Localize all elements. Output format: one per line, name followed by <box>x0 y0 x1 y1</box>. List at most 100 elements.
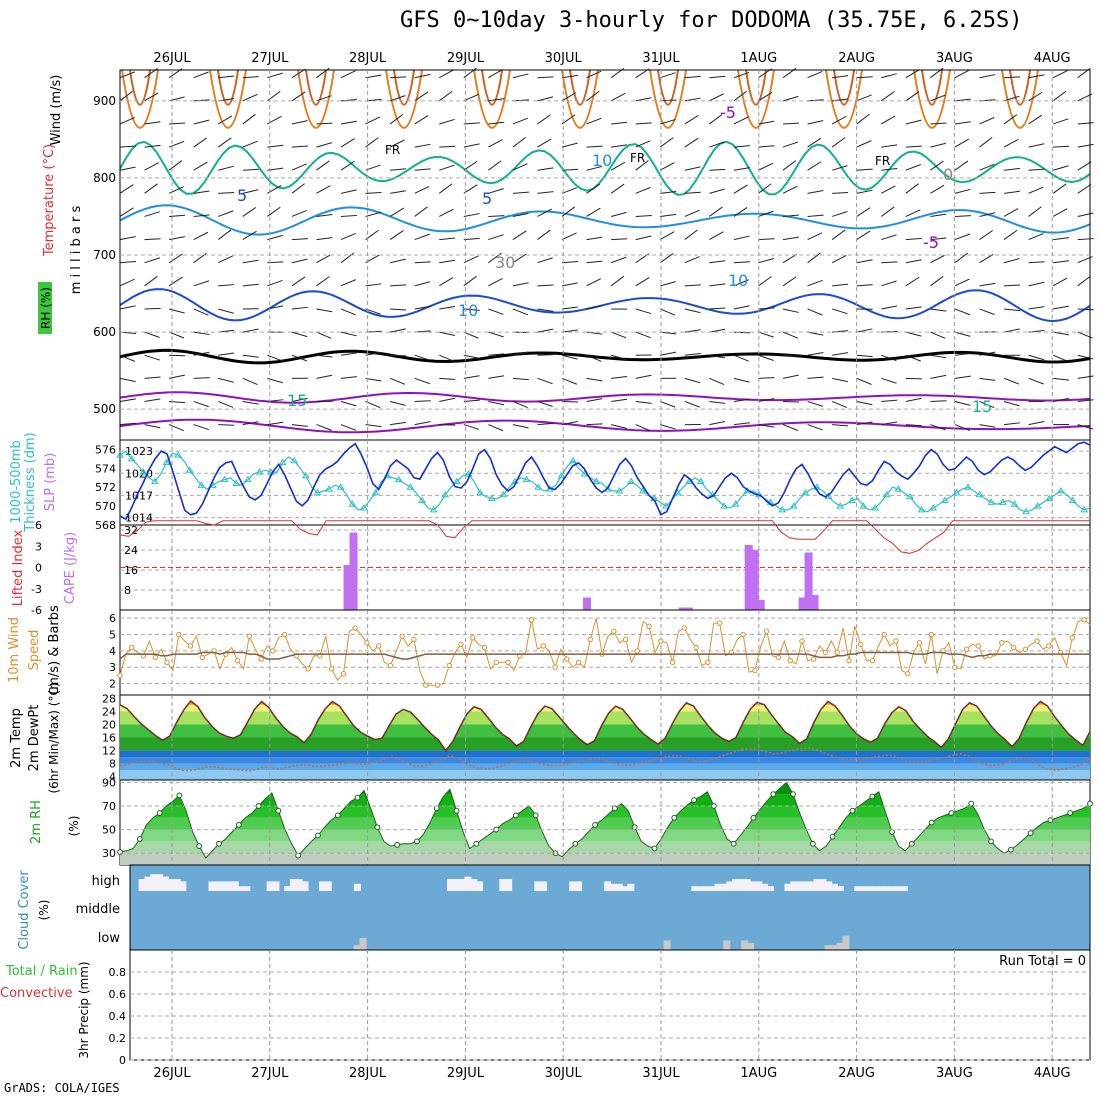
wind-speed-marker <box>1010 644 1017 651</box>
wind-barb <box>242 113 256 125</box>
wind-barb <box>660 72 676 79</box>
isotherm-20 <box>297 69 335 129</box>
wind-speed-marker <box>763 628 770 634</box>
wind-barb <box>880 91 895 102</box>
wind-barb <box>537 138 552 148</box>
rh-marker <box>532 812 539 819</box>
wind-barb <box>782 253 797 264</box>
wind-barb <box>1077 308 1094 311</box>
thickness-marker <box>313 488 322 496</box>
wind-barb <box>340 279 356 287</box>
wind-barb <box>144 354 160 361</box>
isotherm-25 <box>833 69 855 106</box>
wind-barb <box>512 400 528 409</box>
wind-barb <box>537 400 553 407</box>
thickness-marker <box>975 490 984 498</box>
wind-barb <box>610 256 627 264</box>
ylabel-total-rain: Total / Rain <box>5 964 78 979</box>
wind-barb <box>390 400 406 406</box>
cloud-bar-high <box>458 879 466 891</box>
ylabel-cloud-units: (%) <box>37 900 51 921</box>
top-date-label: 31JUL <box>642 51 680 66</box>
wind-speed-marker <box>646 623 652 630</box>
wind-speed-marker <box>505 659 511 666</box>
thickness-marker <box>906 492 914 500</box>
wind-barb <box>488 375 505 379</box>
cloud-bar-high <box>609 883 617 891</box>
ylabel-slp: SLP (mb) <box>43 453 58 512</box>
wind-barb <box>512 351 529 356</box>
ylabel-rh: RH (%) <box>39 287 53 329</box>
rh-marker <box>730 840 737 847</box>
wind-speed-marker <box>822 649 829 656</box>
cloud-bar-high <box>726 881 734 891</box>
slp-line <box>119 441 1091 521</box>
rh-marker <box>513 812 519 819</box>
wind-barb <box>832 377 848 383</box>
wind-barb <box>291 397 308 402</box>
wind-barb <box>291 68 306 79</box>
wind-barb <box>1052 208 1068 217</box>
wind-barb <box>316 122 333 125</box>
temp-band <box>120 737 1090 751</box>
wind-barb <box>390 190 406 194</box>
wind-barb <box>144 211 160 217</box>
wind-barb <box>979 191 996 194</box>
wind-barb <box>242 283 259 287</box>
wind-barb <box>930 237 947 241</box>
wind-barb <box>684 353 701 356</box>
thickness-marker <box>859 502 868 509</box>
wind-barb <box>119 184 134 194</box>
rh-marker <box>176 792 183 799</box>
wind-barb <box>512 282 529 287</box>
temp-tick-label: 20 <box>102 718 116 731</box>
wind-barb <box>1003 258 1020 264</box>
thickness-marker <box>778 505 787 513</box>
rh-marker <box>354 794 361 801</box>
wind-barb <box>537 208 552 217</box>
pressure-tick-label: 600 <box>93 325 116 339</box>
wind-barb <box>340 189 357 194</box>
cloud-bar-low <box>723 940 731 950</box>
wind-barb <box>611 144 628 148</box>
wind-barb <box>659 252 674 264</box>
wind-barb <box>291 354 308 362</box>
wind-barb <box>1004 76 1021 79</box>
wind-barb <box>905 259 922 264</box>
wind-barb <box>905 424 922 427</box>
wind-barb <box>1052 90 1067 102</box>
ylabel-1000-500mb: 1000-500mb <box>9 440 24 524</box>
wind-barb <box>439 208 454 217</box>
precip-tick-label: 0.6 <box>109 988 127 1001</box>
thickness-marker <box>1033 502 1042 509</box>
wind-barb <box>193 308 209 316</box>
thickness-marker <box>987 498 996 505</box>
wind-barb <box>979 230 993 240</box>
wind-barb <box>782 331 799 339</box>
wind-barb <box>586 354 602 362</box>
temp-tick-label: 4 <box>109 771 116 784</box>
wind-barb <box>389 207 405 217</box>
thickness-marker <box>185 466 194 473</box>
wind-speed-marker <box>881 631 887 638</box>
wind-barb <box>831 400 848 409</box>
wind-barb <box>881 399 898 402</box>
cape-bar <box>750 550 759 610</box>
wind-barb <box>1003 95 1020 102</box>
wind-barb <box>905 306 922 310</box>
wind-barb <box>733 377 750 383</box>
contour-label: 5 <box>482 189 492 208</box>
wind-barb <box>463 275 477 287</box>
wind-barb <box>733 422 750 426</box>
wind-barb <box>414 91 429 102</box>
wind-speed-marker <box>693 644 699 651</box>
wind-barb <box>1003 229 1018 240</box>
wind-barb <box>954 98 971 102</box>
wind-barb <box>807 232 823 241</box>
wind-barb <box>635 277 650 287</box>
wind-barb <box>782 276 797 287</box>
wind-barb <box>733 305 750 310</box>
wind-speed-marker <box>634 648 641 654</box>
wind-barb <box>316 424 332 431</box>
wind-barb <box>193 280 210 287</box>
